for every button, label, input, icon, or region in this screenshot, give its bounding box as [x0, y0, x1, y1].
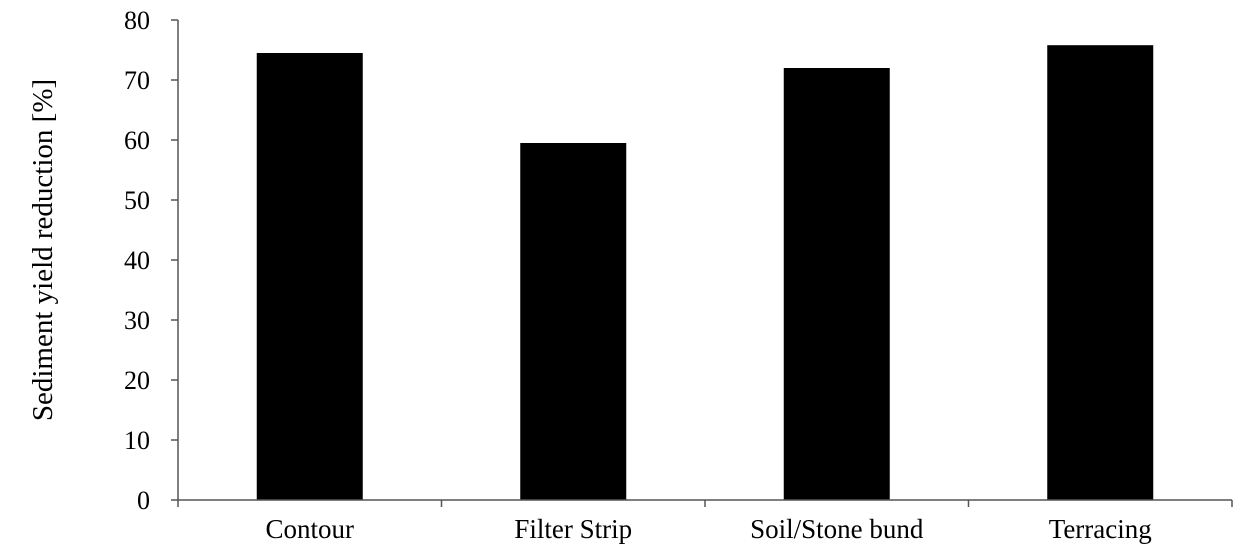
- bar-terracing: [1047, 45, 1154, 500]
- y-axis-title: Sediment yield reduction [%]: [27, 79, 59, 421]
- y-tick-label: 70: [124, 66, 150, 95]
- y-tick-label: 80: [124, 6, 150, 35]
- x-category-label: Filter Strip: [514, 514, 632, 544]
- ticks-group: 0 10 20 30 40 50 60 70 80: [124, 6, 1233, 515]
- y-tick-label: 10: [124, 426, 150, 455]
- y-tick-label: 0: [137, 486, 150, 515]
- x-category-label: Soil/Stone bund: [750, 514, 924, 544]
- y-tick-label: 50: [124, 186, 150, 215]
- x-category-label: Contour: [265, 514, 354, 544]
- y-tick-label: 60: [124, 126, 150, 155]
- category-labels-group: Contour Filter Strip Soil/Stone bund Terrac…: [265, 514, 1151, 544]
- bar-soil-stone-bund: [783, 68, 890, 500]
- y-tick-label: 30: [124, 306, 150, 335]
- bar-contour: [256, 53, 363, 500]
- y-tick-label: 40: [124, 246, 150, 275]
- x-category-label: Terracing: [1049, 514, 1152, 544]
- bars-group: [256, 45, 1154, 500]
- bar-filter-strip: [520, 143, 627, 500]
- y-tick-label: 20: [124, 366, 150, 395]
